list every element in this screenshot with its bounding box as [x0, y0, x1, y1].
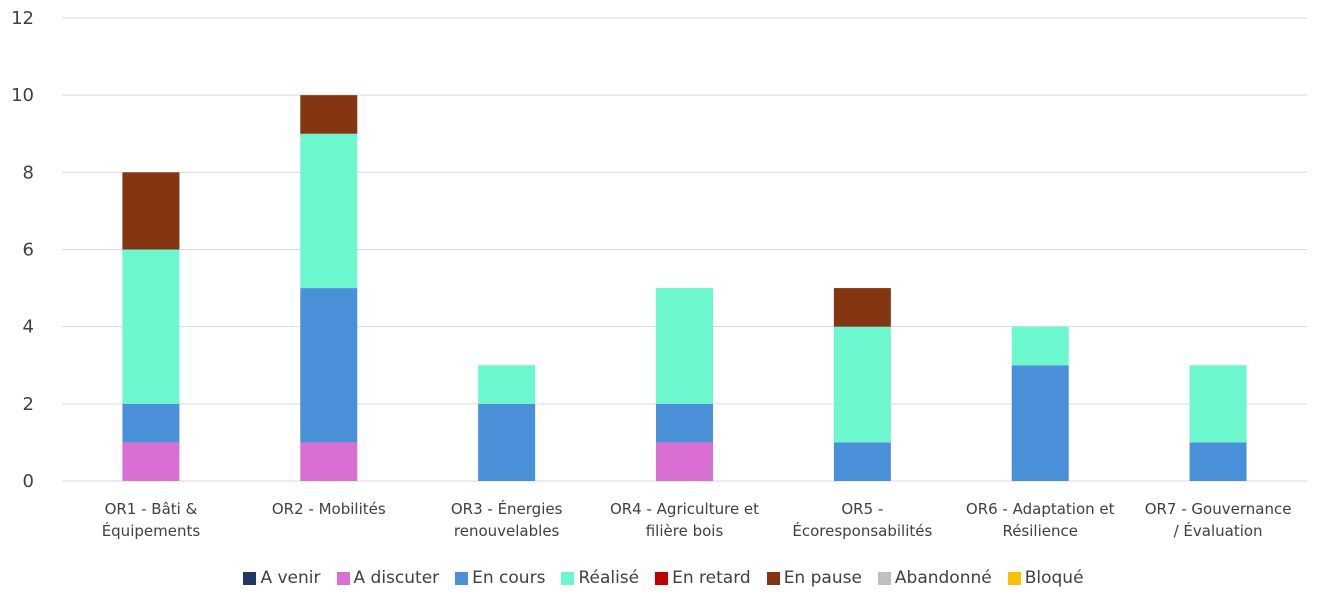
y-tick-label: 12 — [11, 8, 34, 29]
chart-legend: A venir A discuter En cours Réalisé En retar… — [0, 568, 1327, 588]
legend-label: Abandonné — [894, 568, 992, 588]
legend-item: Réalisé — [561, 568, 639, 588]
chart-plot: 0 2 4 6 8 10 12 OR1 - Bâti & Équipements OR2 - Mo… — [11, 8, 1307, 540]
legend-swatch — [1007, 571, 1021, 585]
bar-segment — [833, 442, 891, 481]
legend-item: Abandonné — [877, 568, 992, 588]
legend-label: A venir — [260, 568, 321, 588]
x-tick-label: Équipements — [102, 521, 201, 540]
legend-item: Bloqué — [1007, 568, 1084, 588]
x-tick-label: Écoresponsabilités — [792, 521, 932, 540]
bar-segment — [1011, 326, 1069, 366]
legend-item: En retard — [655, 568, 751, 588]
bar-segment — [833, 326, 891, 443]
y-tick-label: 2 — [23, 394, 34, 415]
x-tick-label: OR7 - Gouvernance — [1145, 500, 1292, 518]
bar-segment — [656, 403, 713, 443]
legend-swatch — [766, 571, 780, 585]
bar-segment — [300, 95, 358, 134]
legend-item: En pause — [766, 568, 862, 588]
bar-segment — [300, 442, 358, 481]
x-tick-label: OR5 - — [841, 500, 883, 518]
legend-label: En pause — [783, 568, 862, 588]
x-tick-label: OR3 - Énergies — [451, 499, 563, 518]
legend-swatch — [455, 571, 469, 585]
y-tick-label: 8 — [23, 162, 34, 183]
legend-swatch — [243, 571, 257, 585]
bar-segment — [478, 365, 536, 404]
bar-segment — [122, 249, 180, 404]
y-tick-label: 0 — [23, 471, 34, 492]
x-tick-label: OR1 - Bâti & — [105, 500, 198, 518]
bar-segment — [300, 133, 358, 289]
x-tick-label: filière bois — [646, 522, 724, 540]
x-tick-label: OR4 - Agriculture et — [610, 500, 759, 518]
bar-segment — [122, 172, 180, 250]
legend-swatch — [336, 571, 350, 585]
bar-segment — [1189, 442, 1247, 481]
bar-segment — [1011, 365, 1069, 481]
bar-segment — [1189, 365, 1247, 443]
x-tick-label: OR6 - Adaptation et — [966, 500, 1115, 518]
legend-label: En retard — [672, 568, 751, 588]
bar-segment — [656, 442, 713, 481]
x-tick-label: / Évaluation — [1174, 521, 1263, 540]
legend-swatch — [877, 571, 891, 585]
legend-item: En cours — [455, 568, 545, 588]
x-tick-label: renouvelables — [454, 522, 560, 540]
legend-item: A discuter — [336, 568, 440, 588]
legend-swatch — [561, 571, 575, 585]
y-tick-label: 4 — [23, 317, 34, 338]
legend-item: A venir — [243, 568, 321, 588]
legend-swatch — [655, 571, 669, 585]
y-tick-label: 10 — [11, 85, 34, 106]
x-tick-label: Résilience — [1002, 522, 1078, 540]
y-tick-label: 6 — [23, 240, 34, 261]
bar-segment — [478, 403, 536, 481]
bar-segment — [122, 442, 180, 481]
legend-label: Bloqué — [1024, 568, 1084, 588]
bar-segment — [833, 288, 891, 327]
bar-segment — [122, 403, 180, 443]
legend-label: En cours — [472, 568, 546, 588]
bar-segment — [300, 288, 358, 443]
bar-segment — [656, 288, 713, 404]
legend-label: Réalisé — [578, 568, 640, 588]
legend-label: A discuter — [353, 568, 440, 588]
x-tick-label: OR2 - Mobilités — [272, 500, 386, 518]
